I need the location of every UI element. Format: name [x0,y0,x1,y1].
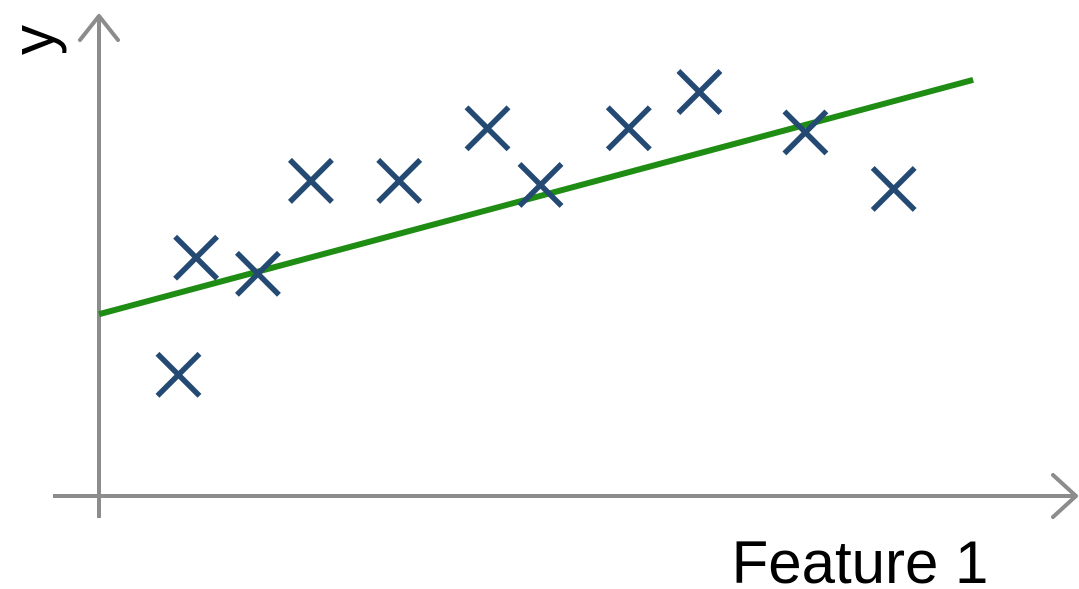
points-layer [155,69,917,398]
data-point-2 [173,234,220,281]
data-point-11 [870,166,917,212]
data-point-10 [782,109,829,156]
fit-line-layer [98,76,974,318]
data-point-1 [155,351,202,398]
data-point-4 [287,157,334,204]
data-point-7 [517,161,564,208]
data-point-3 [234,250,281,297]
data-point-6 [464,105,511,152]
data-point-8 [605,105,652,152]
x-axis-label: Feature 1 [732,529,989,589]
x-axis-arrowhead [1051,473,1078,519]
data-point-5 [376,157,423,204]
fit-line [98,76,974,318]
y-axis-label: y [0,25,67,55]
axes [53,14,1078,519]
data-point-9 [676,69,723,115]
y-axis-arrowhead [78,14,120,42]
